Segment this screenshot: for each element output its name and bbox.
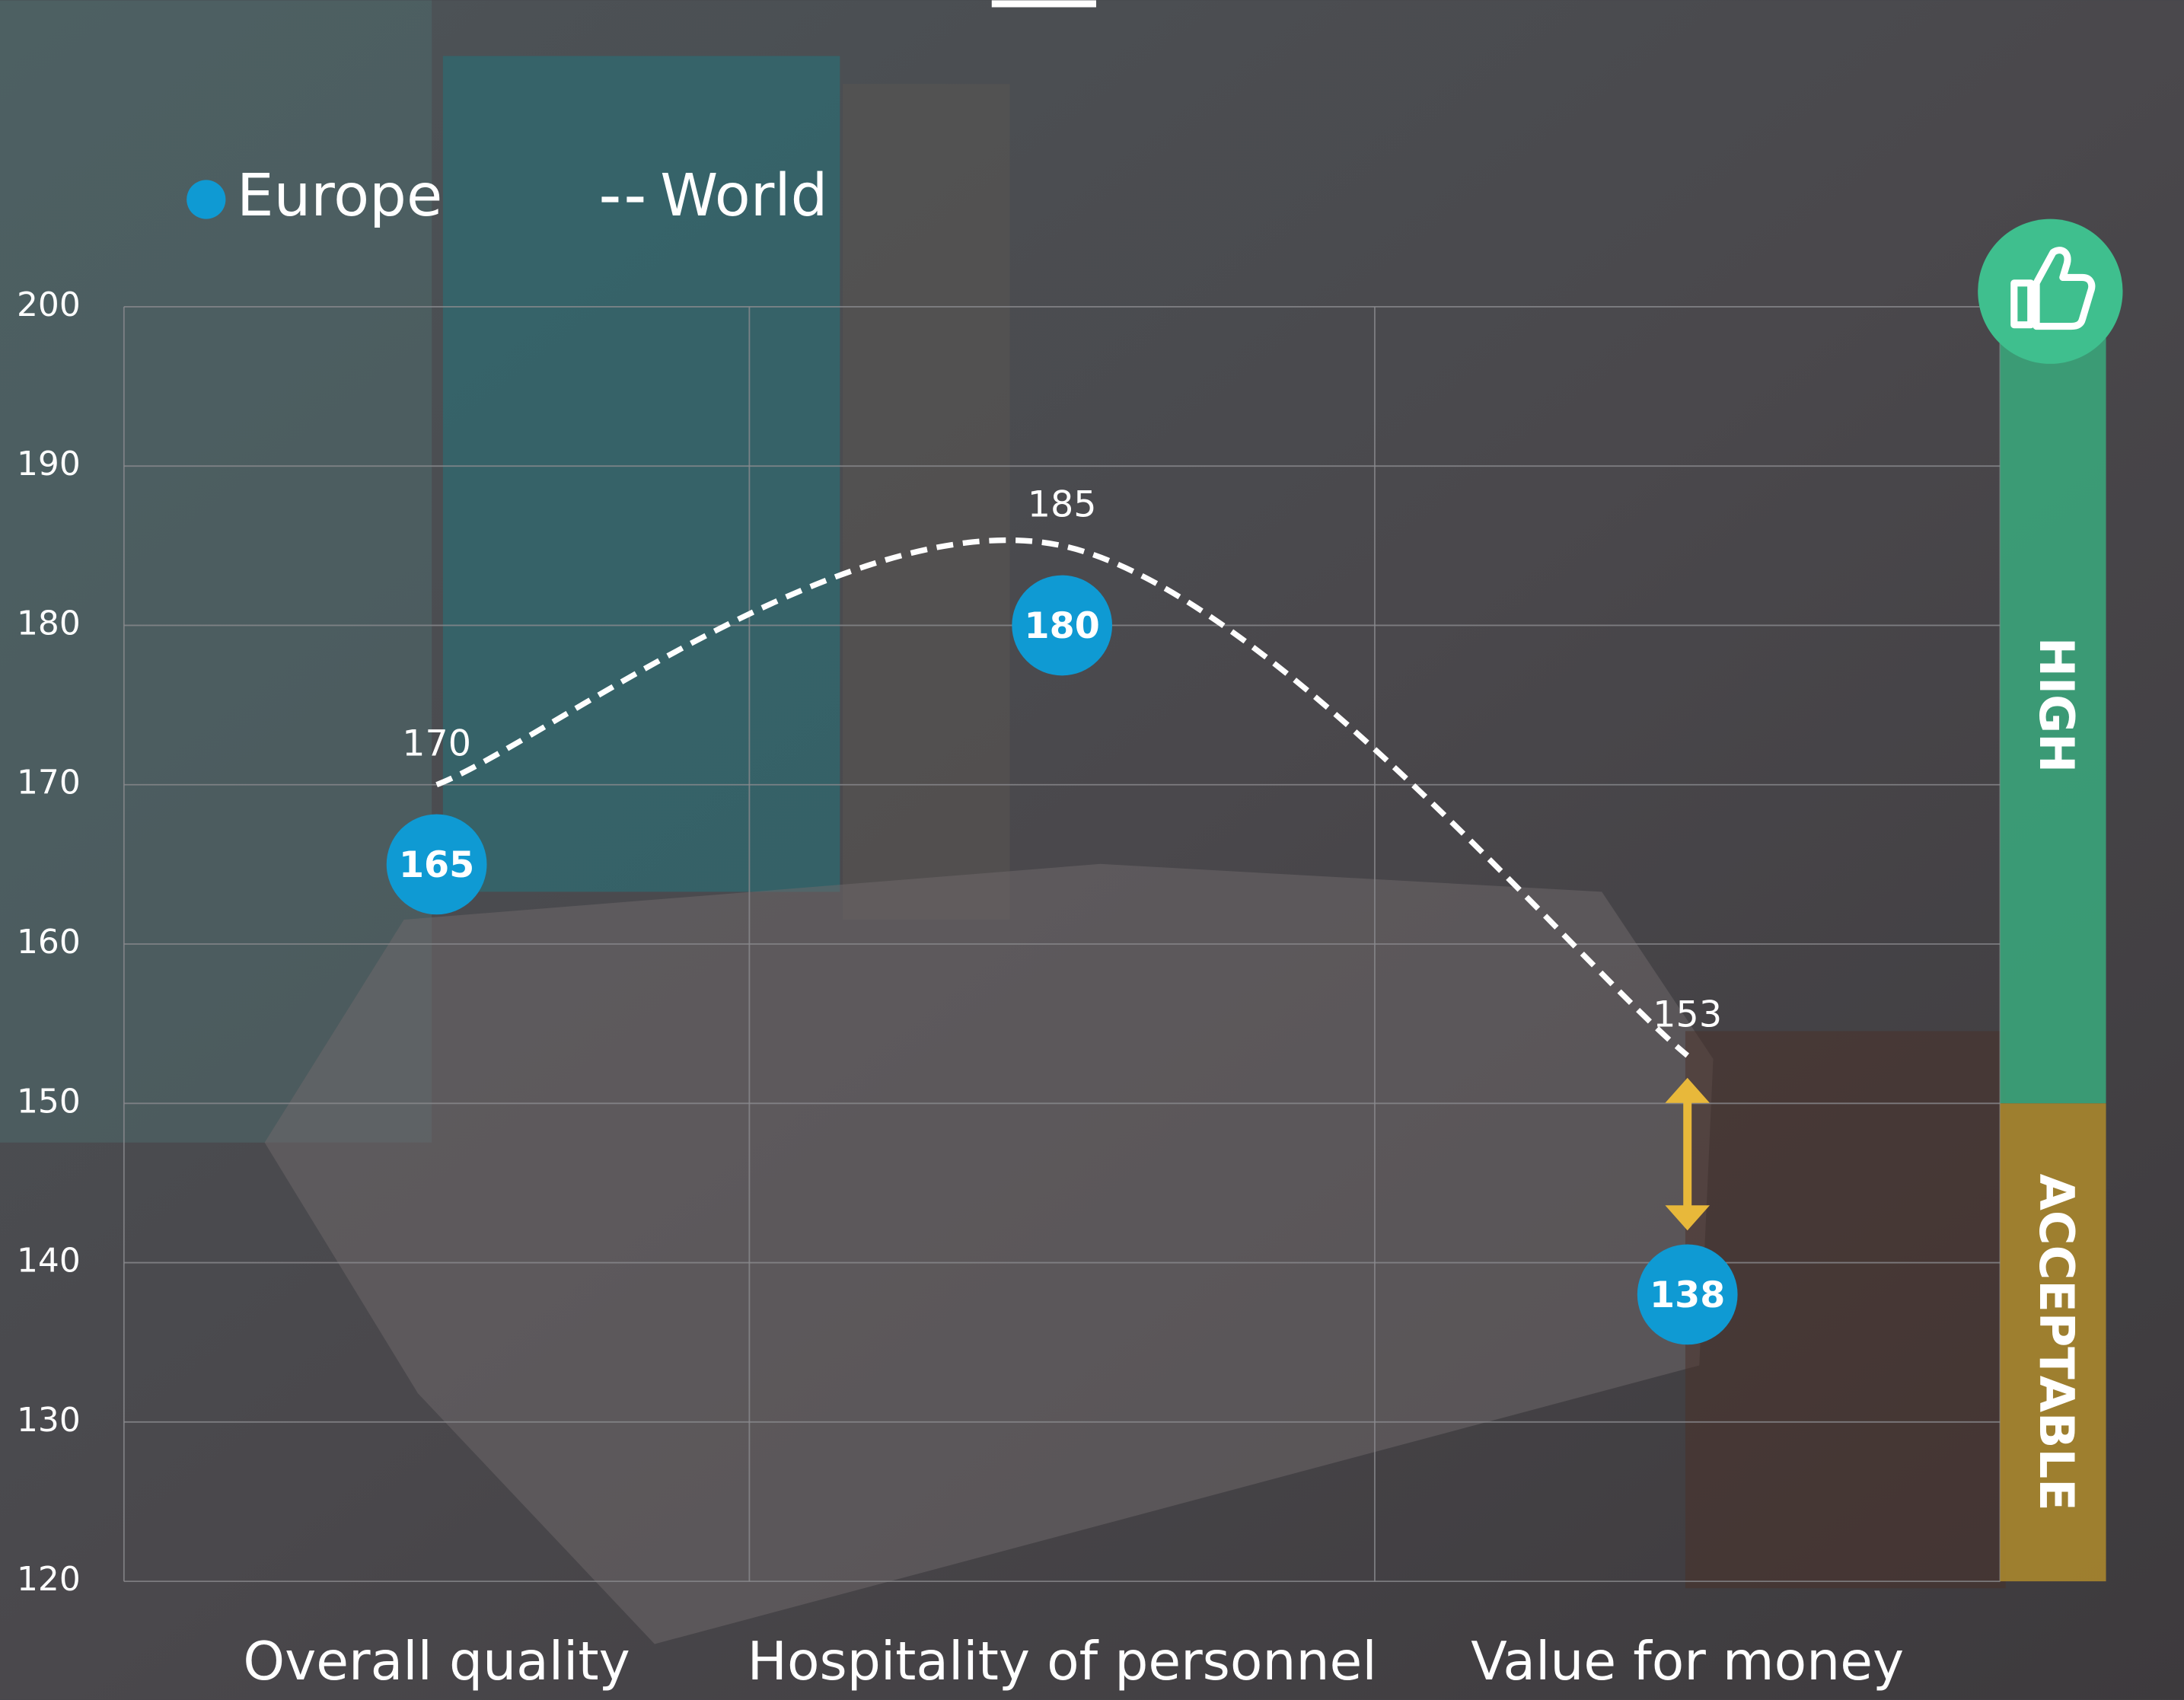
europe-value-label: 180: [1025, 605, 1100, 647]
y-tick-label: 170: [17, 764, 81, 802]
world-value-label: 185: [1028, 484, 1097, 526]
y-tick-label: 130: [17, 1401, 81, 1440]
x-tick-label: Overall quality: [243, 1631, 630, 1692]
y-tick-label: 120: [17, 1560, 81, 1599]
y-tick-label: 180: [17, 604, 81, 643]
band-label: HIGH: [2029, 637, 2084, 773]
x-tick-label: Value for money: [1471, 1631, 1904, 1692]
thumbs-up-icon: [1978, 219, 2122, 364]
world-value-label: 153: [1653, 994, 1722, 1035]
y-tick-label: 150: [17, 1082, 81, 1121]
x-tick-label: Hospitality of personnel: [748, 1631, 1377, 1692]
y-tick-label: 140: [17, 1242, 81, 1281]
chart: Europe World 120 130 140 150 160 170 180 190 200…: [0, 0, 2184, 1700]
curtain-right: [843, 84, 1010, 920]
legend-marker: [187, 180, 225, 218]
top-marker: [992, 0, 1096, 7]
icon-circle: [1978, 219, 2122, 364]
europe-value-label: 165: [399, 844, 474, 886]
y-tick-label: 200: [17, 285, 81, 324]
band-label: ACCEPTABLE: [2029, 1174, 2084, 1511]
y-tick-label: 160: [17, 923, 81, 962]
world-value-label: 170: [402, 722, 471, 764]
legend-label: Europe: [237, 162, 442, 230]
europe-value-label: 138: [1650, 1274, 1725, 1316]
y-tick-label: 190: [17, 445, 81, 483]
legend-label: World: [660, 162, 827, 230]
